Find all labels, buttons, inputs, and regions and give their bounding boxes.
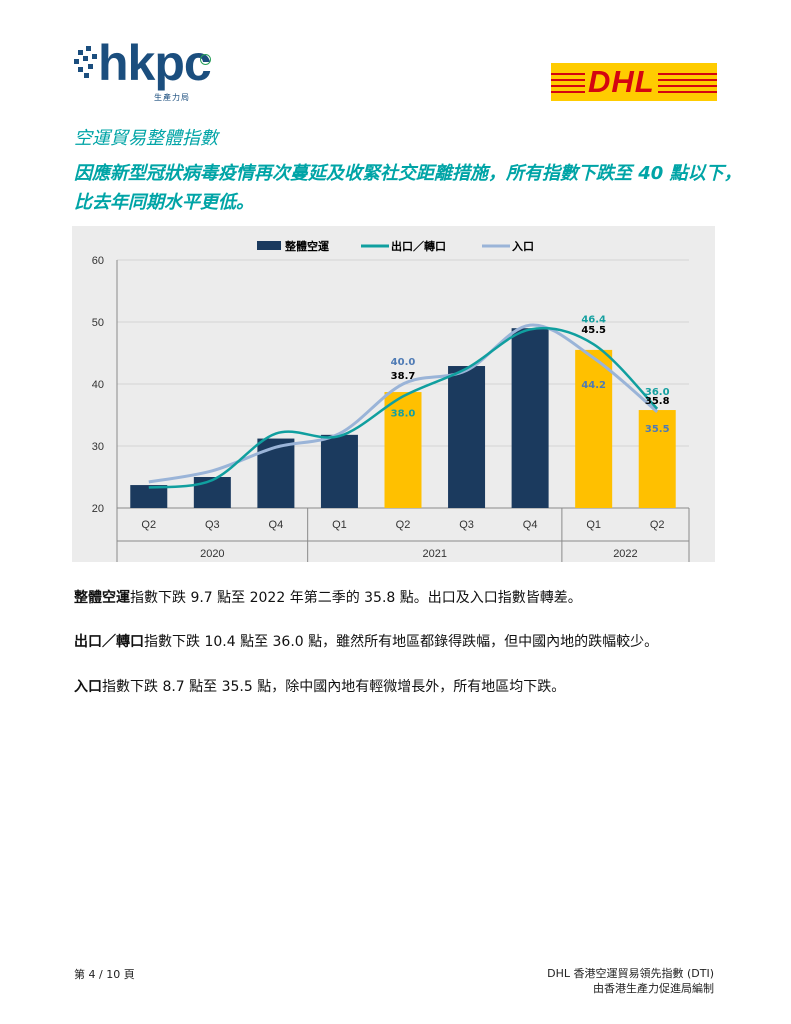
dhl-logo-word: DHL: [585, 64, 658, 100]
legend-label-export: 出口／轉口: [391, 239, 446, 253]
footer-line-1: DHL 香港空運貿易領先指數 (DTI): [547, 967, 714, 980]
x-tick-label: Q3: [205, 519, 220, 531]
bar: [130, 485, 168, 508]
paragraph-import-text: 指數下跌 8.7 點至 35.5 點，除中國內地有輕微增長外，所有地區均下跌。: [102, 679, 566, 695]
hkpc-logo: hkpc 生產力局: [72, 35, 222, 112]
paragraph-import-bold: 入口: [74, 679, 102, 695]
x-tick-label: Q1: [586, 519, 601, 531]
combo-chart: 20 30 40 50 60 2020 2021 2022 Q2 Q3 Q4 Q1 Q2 Q3 Q4 Q1 Q2…: [92, 239, 690, 562]
hkpc-logo-word: hkpc: [98, 35, 212, 91]
year-label: 2022: [613, 548, 637, 560]
data-label-overall: 35.8: [645, 396, 670, 407]
dhl-logo: DHL: [551, 63, 717, 101]
legend-label-import: 入口: [512, 240, 534, 253]
bar: [384, 392, 422, 508]
x-tick-label: Q3: [459, 519, 474, 531]
bar: [638, 410, 676, 508]
y-tick-label: 20: [92, 503, 104, 515]
x-tick-label: Q1: [332, 519, 347, 531]
x-tick-label: Q4: [269, 519, 284, 531]
paragraph-import: 入口指數下跌 8.7 點至 35.5 點，除中國內地有輕微增長外，所有地區均下跌…: [74, 676, 565, 696]
bar: [448, 366, 486, 508]
x-tick-label: Q4: [523, 519, 538, 531]
bar: [193, 477, 231, 508]
data-label-overall: 45.5: [581, 325, 606, 336]
paragraph-overall: 整體空運指數下跌 9.7 點至 2022 年第二季的 35.8 點。出口及入口指…: [74, 587, 582, 607]
paragraph-overall-text: 指數下跌 9.7 點至 2022 年第二季的 35.8 點。出口及入口指數皆轉差…: [130, 590, 582, 606]
data-label-export: 46.4: [581, 314, 606, 325]
data-label-export: 38.0: [391, 408, 416, 419]
paragraph-overall-bold: 整體空運: [74, 590, 130, 606]
bar: [257, 438, 295, 508]
x-tick-label: Q2: [650, 519, 665, 531]
footer-line-2: 由香港生產力促進局編制: [593, 982, 714, 995]
page-number: 第 4 / 10 頁: [74, 968, 135, 981]
page-title: 空運貿易整體指數: [74, 128, 218, 149]
footer-credit: DHL 香港空運貿易領先指數 (DTI) 由香港生產力促進局編制: [547, 966, 714, 996]
hkpc-logo-subtitle: 生產力局: [154, 93, 190, 102]
bar: [575, 349, 613, 508]
y-tick-label: 40: [92, 379, 104, 391]
data-label-import: 40.0: [391, 357, 416, 368]
year-label: 2021: [423, 548, 447, 560]
paragraph-export-text: 指數下跌 10.4 點至 36.0 點，雖然所有地區都錄得跌幅，但中國內地的跌幅…: [144, 634, 659, 650]
y-tick-label: 60: [92, 255, 104, 267]
series-line-export: [148, 326, 659, 489]
data-label-export: 36.0: [645, 387, 670, 398]
x-tick-label: Q2: [396, 519, 411, 531]
data-label-import: 44.2: [581, 380, 606, 391]
paragraph-export-bold: 出口／轉口: [74, 634, 144, 650]
data-label-overall: 38.7: [391, 371, 416, 382]
legend-label-overall: 整體空運: [284, 239, 330, 253]
registered-mark-icon: [200, 54, 211, 65]
chart-container: 20 30 40 50 60 2020 2021 2022 Q2 Q3 Q4 Q1 Q2 Q3 Q4 Q1 Q2…: [72, 226, 715, 562]
data-label-import: 35.5: [645, 424, 670, 435]
year-label: 2020: [200, 548, 224, 560]
y-tick-label: 50: [92, 317, 104, 329]
page-subtitle: 因應新型冠狀病毒疫情再次蔓延及收緊社交距離措施，所有指數下跌至 40 點以下，比…: [74, 163, 742, 213]
legend-swatch-overall: [257, 241, 281, 250]
paragraph-export: 出口／轉口指數下跌 10.4 點至 36.0 點，雖然所有地區都錄得跌幅，但中國…: [74, 631, 658, 651]
bar: [320, 434, 358, 508]
x-tick-label: Q2: [141, 519, 156, 531]
bar: [511, 328, 549, 508]
y-tick-label: 30: [92, 441, 104, 453]
